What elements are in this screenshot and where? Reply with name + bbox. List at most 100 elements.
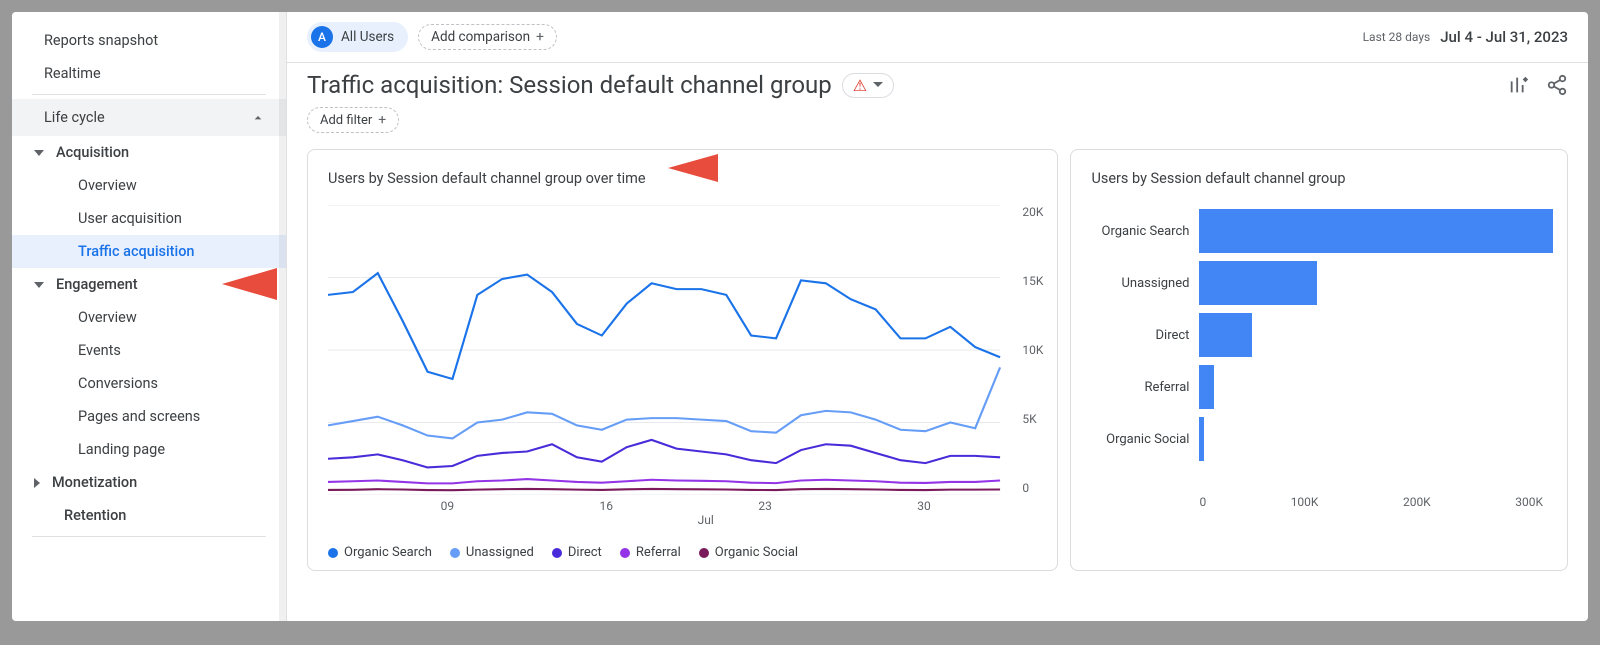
bar-x-tick: 200K — [1403, 495, 1431, 509]
sidebar-divider — [32, 536, 266, 537]
x-axis-tick: 30 — [917, 499, 931, 513]
line-chart-legend: Organic Search Unassigned Direct Referral Or… — [328, 545, 1043, 560]
bar-row: Organic Social — [1091, 413, 1553, 465]
bar-x-tick: 100K — [1291, 495, 1319, 509]
sidebar-item-user-acquisition[interactable]: User acquisition — [12, 202, 286, 235]
sidebar-group-acquisition[interactable]: Acquisition — [12, 136, 286, 169]
plus-icon: + — [536, 29, 544, 45]
sidebar-item-landing-page[interactable]: Landing page — [12, 433, 286, 466]
segment-chip-all-users[interactable]: A All Users — [307, 22, 408, 52]
legend-item[interactable]: Direct — [552, 545, 602, 560]
caret-down-icon — [34, 282, 44, 288]
legend-label: Organic Search — [344, 545, 432, 560]
y-axis-tick: 10K — [1022, 343, 1043, 357]
sidebar-item-conversions[interactable]: Conversions — [12, 367, 286, 400]
bar-label: Unassigned — [1091, 276, 1199, 291]
legend-dot-icon — [552, 548, 562, 558]
sidebar-group-monetization[interactable]: Monetization — [12, 466, 286, 499]
x-axis-tick: 16 — [600, 499, 614, 513]
legend-dot-icon — [620, 548, 630, 558]
y-axis-tick: 20K — [1022, 205, 1043, 219]
legend-label: Organic Social — [715, 545, 798, 560]
bar-fill[interactable] — [1199, 365, 1213, 409]
annotation-arrow-sidebar — [222, 260, 412, 308]
main-content: A All Users Add comparison + Last 28 day… — [287, 12, 1588, 621]
annotation-arrow-chart-title — [668, 144, 848, 192]
add-comparison-button[interactable]: Add comparison + — [418, 24, 557, 50]
segment-letter: A — [311, 26, 333, 48]
plus-icon: + — [378, 112, 386, 128]
y-axis-tick: 0 — [1022, 481, 1043, 495]
legend-dot-icon — [450, 548, 460, 558]
segment-label: All Users — [341, 29, 394, 45]
sidebar-item-pages-screens[interactable]: Pages and screens — [12, 400, 286, 433]
bar-label: Referral — [1091, 380, 1199, 395]
bar-chart-card: Users by Session default channel group O… — [1070, 149, 1568, 571]
bar-track — [1199, 413, 1553, 465]
bar-chart[interactable]: Organic Search Unassigned Direct Referral Or… — [1091, 205, 1553, 495]
bar-fill[interactable] — [1199, 209, 1553, 253]
y-axis-tick: 15K — [1022, 274, 1043, 288]
bar-x-tick: 300K — [1515, 495, 1543, 509]
page-header: Traffic acquisition: Session default cha… — [287, 63, 1588, 99]
anomaly-indicator[interactable]: ⚠ — [842, 73, 894, 98]
bar-label: Direct — [1091, 328, 1199, 343]
legend-dot-icon — [328, 548, 338, 558]
line-chart[interactable]: 20K 15K 10K 5K 0 — [328, 205, 1043, 495]
legend-label: Unassigned — [466, 545, 534, 560]
bar-chart-title: Users by Session default channel group — [1091, 170, 1553, 187]
bar-fill[interactable] — [1199, 261, 1317, 305]
add-filter-label: Add filter — [320, 113, 372, 128]
sidebar-item-reports-snapshot[interactable]: Reports snapshot — [12, 24, 286, 57]
sidebar-section-label: Life cycle — [44, 109, 105, 126]
bar-row: Unassigned — [1091, 257, 1553, 309]
sidebar-item-events[interactable]: Events — [12, 334, 286, 367]
bar-track — [1199, 309, 1553, 361]
date-preset-label: Last 28 days — [1363, 30, 1431, 44]
sidebar-item-realtime[interactable]: Realtime — [12, 57, 286, 90]
sidebar: Reports snapshotRealtime Life cycle Acqu… — [12, 12, 287, 621]
x-axis-tick: 09 — [441, 499, 455, 513]
page-title: Traffic acquisition: Session default cha… — [307, 71, 832, 99]
chevron-down-icon — [873, 82, 883, 88]
bar-label: Organic Social — [1091, 432, 1199, 447]
legend-label: Direct — [568, 545, 602, 560]
line-chart-x-sublabel: Jul — [328, 513, 1043, 527]
sidebar-item-retention[interactable]: Retention — [12, 499, 286, 532]
caret-right-icon — [34, 478, 40, 488]
bar-row: Organic Search — [1091, 205, 1553, 257]
sidebar-group-label: Monetization — [52, 474, 137, 491]
customize-report-icon[interactable] — [1508, 74, 1530, 96]
legend-item[interactable]: Organic Search — [328, 545, 432, 560]
sidebar-item-acq-overview[interactable]: Overview — [12, 169, 286, 202]
bar-fill[interactable] — [1199, 313, 1252, 357]
bar-row: Direct — [1091, 309, 1553, 361]
warning-icon: ⚠ — [853, 76, 867, 95]
date-range-picker[interactable]: Jul 4 - Jul 31, 2023 — [1440, 28, 1568, 46]
add-comparison-label: Add comparison — [431, 29, 530, 45]
chevron-up-icon — [250, 110, 266, 126]
legend-item[interactable]: Organic Social — [699, 545, 798, 560]
bar-track — [1199, 257, 1553, 309]
bar-track — [1199, 205, 1553, 257]
legend-item[interactable]: Referral — [620, 545, 681, 560]
x-axis-tick: 23 — [758, 499, 772, 513]
y-axis-tick: 5K — [1022, 412, 1043, 426]
legend-dot-icon — [699, 548, 709, 558]
line-chart-card: Users by Session default channel group o… — [307, 149, 1058, 571]
bar-fill[interactable] — [1199, 417, 1204, 461]
bar-track — [1199, 361, 1553, 413]
sidebar-divider — [32, 94, 266, 95]
sidebar-group-label: Engagement — [56, 276, 138, 293]
sidebar-group-label: Acquisition — [56, 144, 129, 161]
bar-x-tick: 0 — [1199, 495, 1206, 509]
bar-row: Referral — [1091, 361, 1553, 413]
topbar: A All Users Add comparison + Last 28 day… — [287, 12, 1588, 63]
legend-item[interactable]: Unassigned — [450, 545, 534, 560]
legend-label: Referral — [636, 545, 681, 560]
caret-down-icon — [34, 150, 44, 156]
add-filter-button[interactable]: Add filter + — [307, 107, 399, 133]
bar-label: Organic Search — [1091, 224, 1199, 239]
sidebar-section-lifecycle[interactable]: Life cycle — [12, 99, 286, 136]
share-icon[interactable] — [1546, 74, 1568, 96]
